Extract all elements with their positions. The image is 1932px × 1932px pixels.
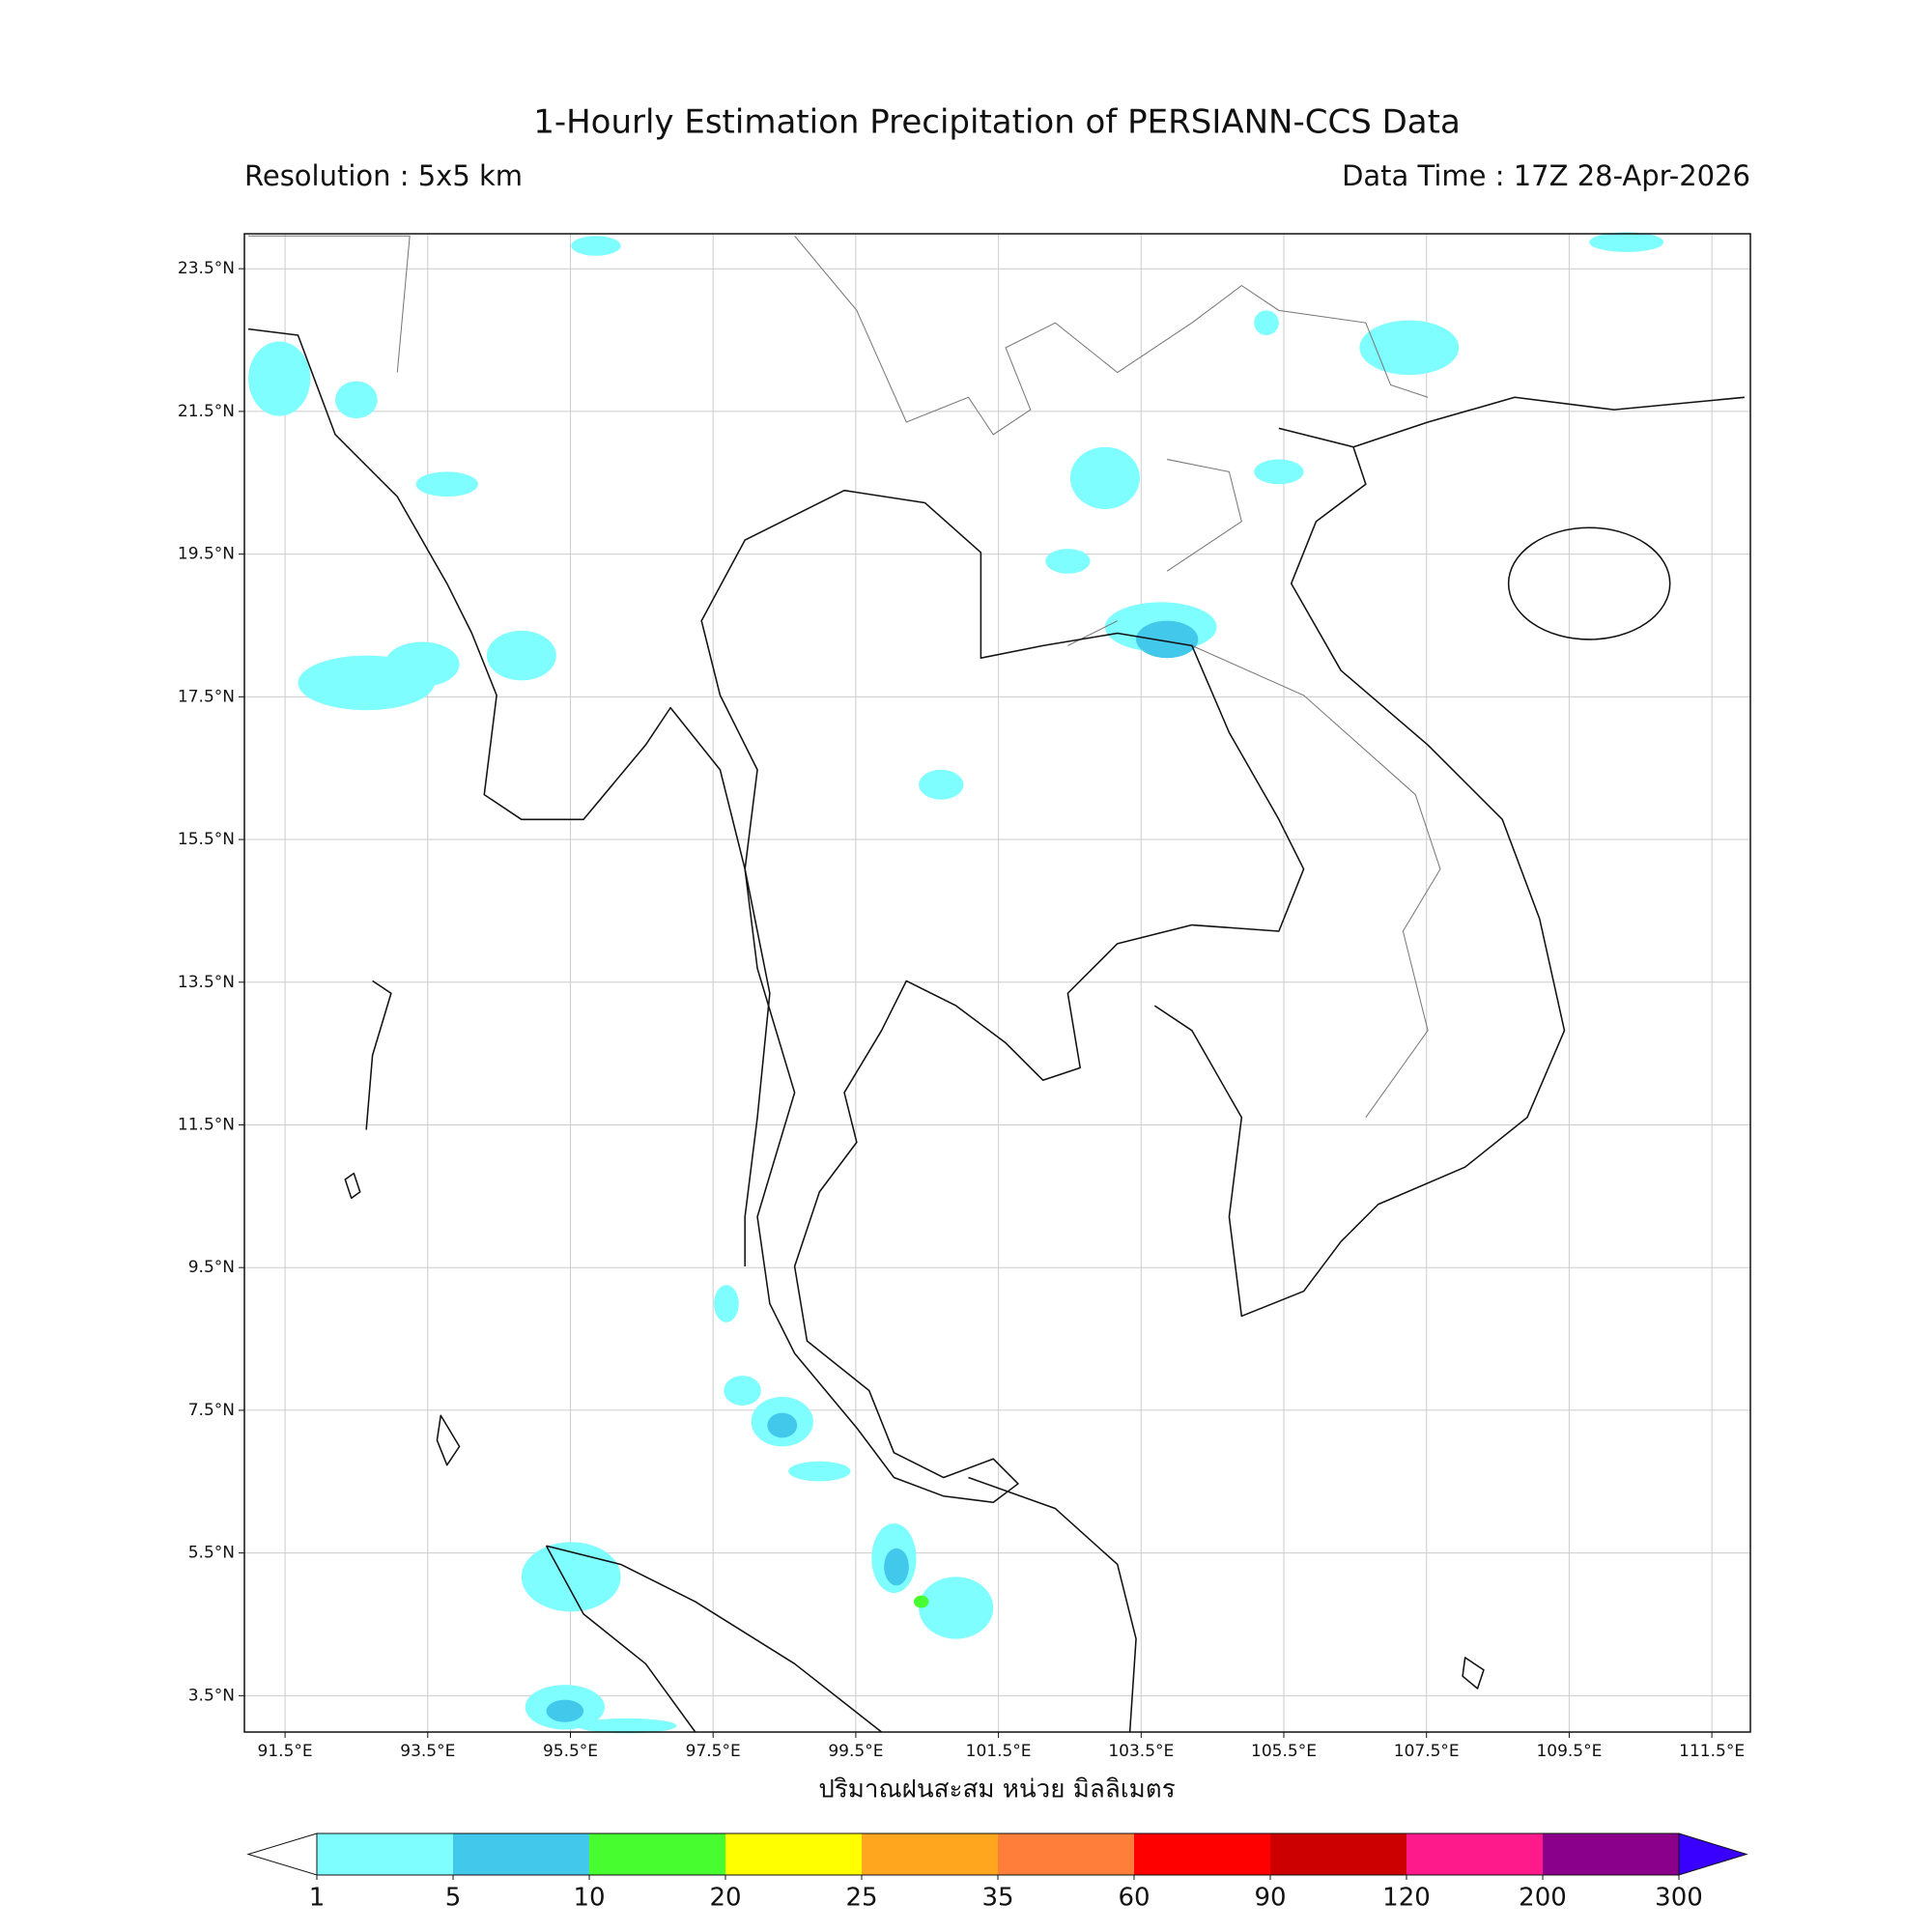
country-border [248,235,1441,1119]
rain-area [714,1285,739,1322]
rain-area [384,641,460,687]
x-tick-label: 93.5°E [400,1742,455,1761]
colorbar-label: 120 [1382,1884,1431,1913]
y-tick-label: 15.5°N [178,830,235,849]
rain-area [884,1548,909,1586]
rain-area [571,236,621,256]
rain-area [1359,320,1460,376]
colorbar-label: 60 [1118,1884,1150,1913]
rain-area [1069,446,1140,509]
colorbar-segment [1406,1833,1543,1875]
rain-area [767,1412,798,1438]
basemap [247,235,1745,1733]
colorbar-segment [725,1833,862,1875]
rain-area [335,381,378,419]
rain-area [1136,620,1199,659]
colorbar-segment [1134,1833,1270,1875]
coastline [1153,427,1566,1318]
rain-area [724,1376,761,1406]
x-tick-label: 101.5°E [966,1742,1032,1761]
colorbar-label: 5 [445,1884,462,1913]
y-tick-label: 11.5°N [178,1115,235,1134]
rain-area [521,1542,621,1612]
x-tick-label: 91.5°E [258,1742,313,1761]
colorbar: 1 5 10 20 25 35 60 90 120 200 300 [246,1833,1748,1913]
x-tick-label: 109.5°E [1536,1742,1602,1761]
rain-area [1254,310,1279,336]
thailand-outline [700,489,1305,1503]
rain-area [788,1461,851,1482]
rain-area [919,1577,994,1639]
coastline [1352,396,1745,448]
x-axis-label: ปริมาณฝนสะสม หน่วย มิลลิเมตร [818,1776,1175,1804]
y-tick-label: 21.5°N [178,402,235,421]
colorbar-segment [1543,1833,1679,1875]
grid [244,234,1750,1732]
rain-area [913,1595,929,1608]
x-tick-label: 107.5°E [1394,1742,1460,1761]
x-tick-label: 95.5°E [543,1742,598,1761]
y-tick-label: 3.5°N [188,1686,235,1705]
y-tick-label: 17.5°N [178,687,235,706]
resolution: Resolution : 5x5 km [244,159,523,192]
rain-area [248,341,311,416]
colorbar-segment [862,1833,998,1875]
rain-area [486,630,556,681]
rain-area [1045,549,1091,574]
x-tick-label: 103.5°E [1108,1742,1174,1761]
title: 1-Hourly Estimation Precipitation of PER… [533,103,1461,142]
island [344,980,1485,1690]
x-tick-label: 111.5°E [1679,1742,1745,1761]
x-tick-label: 97.5°E [686,1742,741,1761]
y-tick-label: 7.5°N [188,1401,235,1420]
map-frame [243,233,1751,1733]
rain-area [577,1718,677,1734]
colorbar-label: 20 [709,1884,741,1913]
y-tick-label: 23.5°N [178,259,235,278]
colorbar-segment [1270,1833,1406,1875]
data-time: Data Time : 17Z 28-Apr-2026 [1342,159,1750,192]
coastline [546,1545,883,1733]
colorbar-segment [998,1833,1134,1875]
coastline [247,327,771,1267]
coastline [968,1476,1137,1733]
colorbar-label: 200 [1519,1884,1567,1913]
y-tick-label: 9.5°N [188,1258,235,1277]
colorbar-label: 35 [981,1884,1013,1913]
colorbar-label: 10 [573,1884,605,1913]
x-tick-label: 99.5°E [828,1742,883,1761]
island [1507,526,1671,640]
y-tick-label: 5.5°N [188,1544,235,1563]
rain-area [1589,232,1664,252]
colorbar-label: 90 [1254,1884,1286,1913]
coastline [545,1545,696,1733]
rain-area [415,471,478,497]
y-tick-label: 19.5°N [178,545,235,564]
colorbar-segment [317,1833,453,1875]
rain-area [919,769,964,800]
colorbar-label: 300 [1655,1884,1703,1913]
rain-area [546,1699,584,1722]
rain-area [1254,459,1304,485]
rain-field [248,232,1664,1734]
colorbar-segment [589,1833,725,1875]
y-tick-label: 13.5°N [178,973,235,992]
x-tick-label: 105.5°E [1251,1742,1317,1761]
colorbar-label: 1 [309,1884,326,1913]
colorbar-label: 25 [845,1884,877,1913]
colorbar-segment [453,1833,589,1875]
